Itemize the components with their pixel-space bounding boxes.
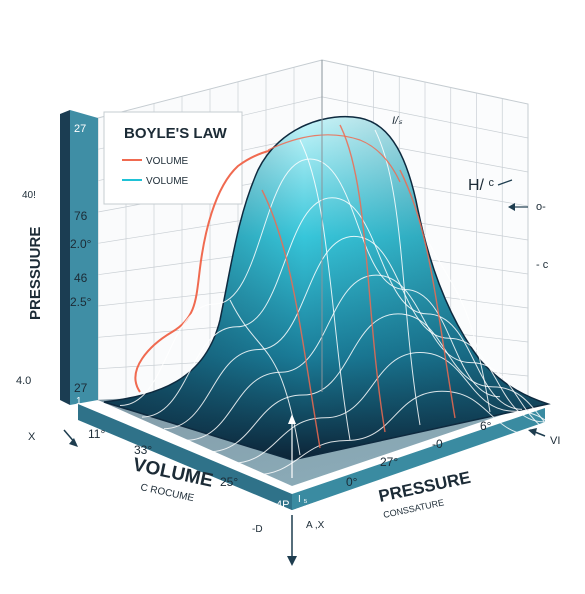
x-tick: 33° — [134, 443, 152, 457]
z-arrow-head — [288, 414, 296, 424]
bottom-arrow-head — [287, 556, 297, 566]
mesh-line — [267, 134, 401, 183]
annotation: -D — [252, 524, 263, 535]
z-tick: 27 — [74, 123, 86, 135]
legend-label-1: VOLUME — [146, 156, 189, 167]
x-tick: 25° — [220, 475, 238, 489]
annotation: X — [28, 431, 36, 443]
left-arrow-head — [69, 438, 78, 447]
right-marker-line — [497, 179, 513, 186]
y-axis-strip — [292, 408, 545, 510]
right-arrow-head — [528, 428, 537, 436]
mesh-line — [119, 158, 501, 406]
y-tick: 6° — [480, 419, 492, 433]
x-tick: 11° — [88, 427, 105, 441]
mesh-line — [207, 313, 585, 453]
surface-mesh — [119, 124, 585, 476]
mesh-line — [374, 129, 421, 426]
left-outer-tick: 40! — [22, 190, 36, 201]
right-tick: o- — [536, 201, 546, 213]
mesh-line — [424, 234, 491, 413]
z-axis-panel-edge — [60, 110, 70, 405]
annotation: A ,X — [306, 520, 325, 531]
grid-line — [321, 96, 529, 139]
right-tick: - c — [536, 259, 549, 271]
mesh-line — [339, 124, 386, 433]
mesh-line — [141, 197, 523, 418]
y-tick: 0° — [346, 475, 358, 489]
legend-box — [103, 111, 243, 205]
mesh-line — [185, 274, 567, 441]
z-tick: 1 — [76, 396, 82, 407]
left-outer-tick: 4.0 — [16, 375, 31, 387]
mesh-line — [399, 169, 456, 419]
annotation: H/ ᶜ — [468, 177, 494, 194]
chart-title: BOYLE'S LAW — [124, 125, 228, 142]
x-tick: 4P — [276, 499, 289, 511]
legend-label-2: VOLUME — [146, 176, 189, 187]
z-axis-label: PRESSUURE — [27, 227, 44, 320]
z-tick: 46 — [74, 271, 88, 285]
right-tick-arrow-head — [508, 203, 515, 211]
series-red-curve — [134, 147, 301, 393]
z-tick: 2.0° — [70, 237, 92, 251]
bell-surface-shade — [104, 116, 548, 460]
x-axis-strip — [78, 404, 292, 510]
z-tick: 76 — [74, 209, 88, 223]
mesh-line — [261, 189, 321, 449]
y-tick: 27° — [380, 455, 398, 469]
mesh-line — [299, 139, 351, 441]
annotation: I/ₛ — [392, 115, 403, 127]
annotation: VI — [550, 435, 560, 447]
annotation: I ₅ — [298, 494, 308, 505]
z-tick: 2.5° — [70, 295, 92, 309]
z-tick: 27 — [74, 381, 88, 395]
z-axis-panel — [70, 110, 98, 405]
mesh-line — [251, 390, 585, 476]
y-tick: -0 — [432, 437, 443, 451]
mesh-line — [163, 235, 545, 430]
